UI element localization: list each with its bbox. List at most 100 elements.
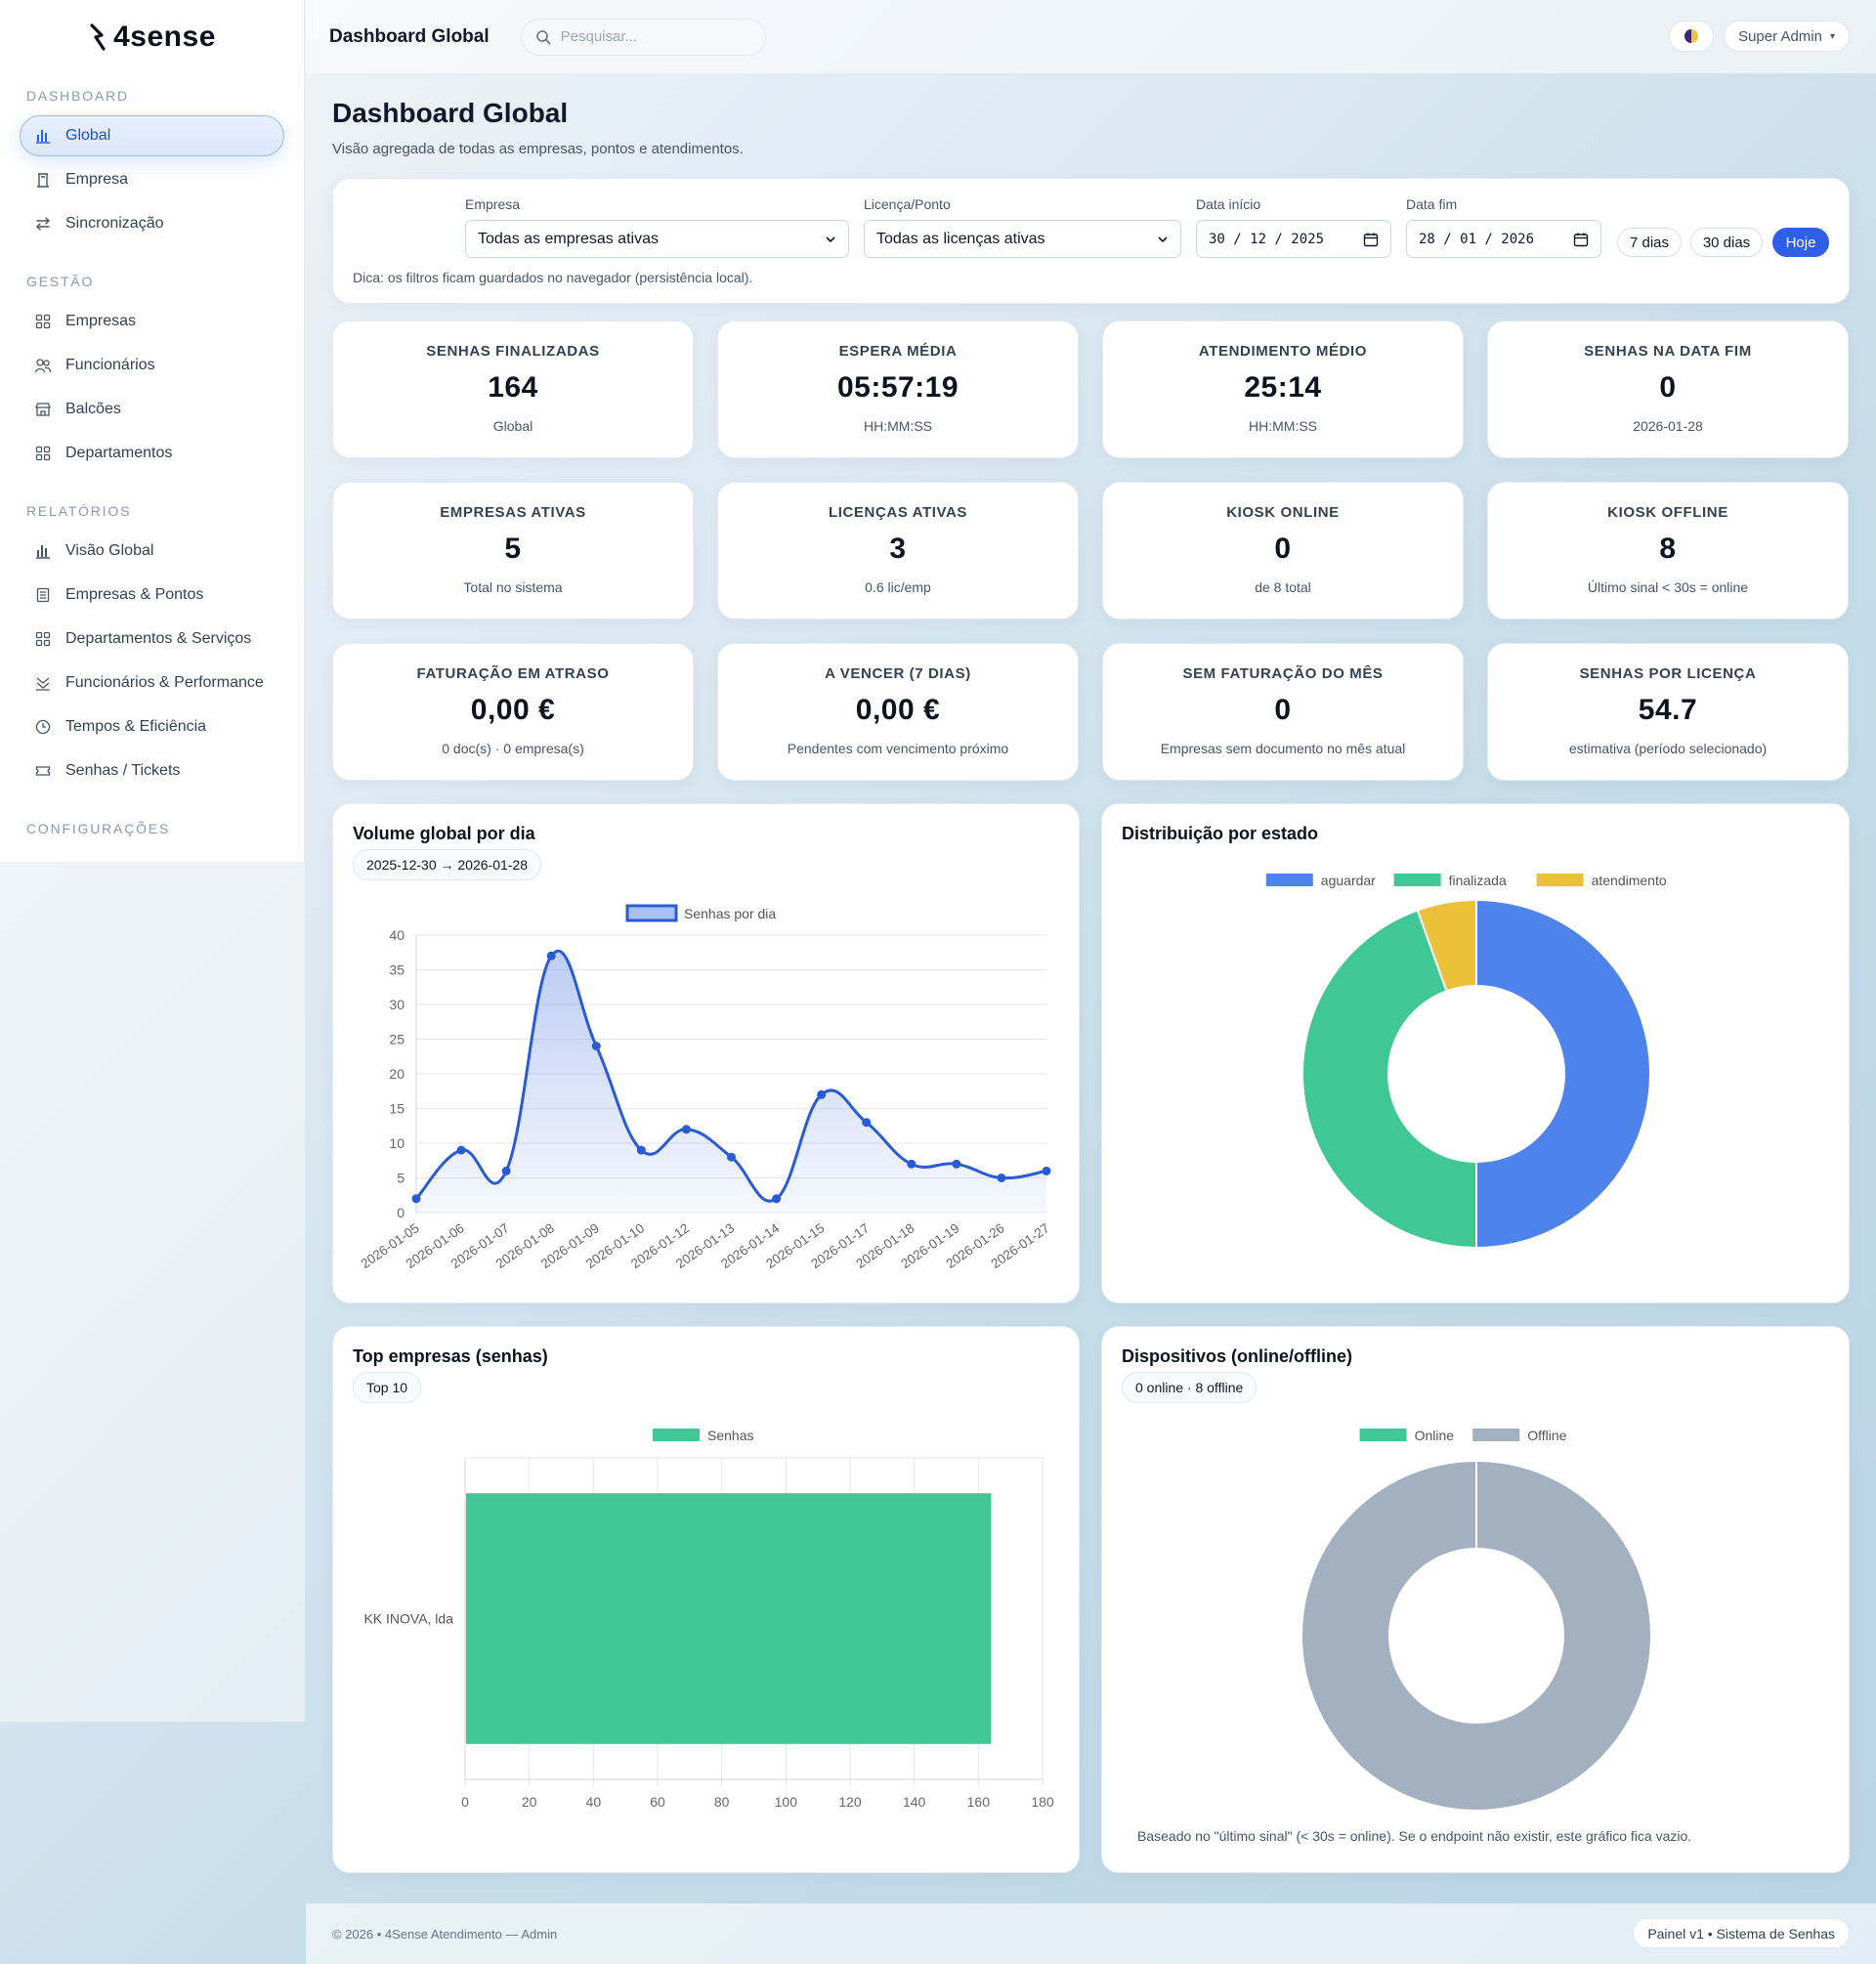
dispositivos-note: Baseado no "último sinal" (< 30s = onlin…: [1137, 1828, 1692, 1844]
x-tick-label: 180: [1031, 1794, 1054, 1810]
sidebar-section-title: RELATÓRIOS: [26, 503, 132, 519]
data-point: [546, 951, 556, 961]
bar-chart-icon: [34, 127, 52, 145]
sidebar-item-tempos-eficiencia[interactable]: Tempos & Eficiência: [20, 706, 284, 747]
range-7-dias-button[interactable]: 7 dias: [1617, 228, 1682, 257]
sidebar-section-title: DASHBOARD: [26, 88, 129, 104]
performance-icon: [34, 674, 52, 692]
kpi-value: 0: [1274, 533, 1292, 565]
y-tick-label: 0: [397, 1205, 405, 1220]
kpi-card: SENHAS POR LICENÇA 54.7 estimativa (períod…: [1487, 643, 1849, 781]
licenca-select[interactable]: Todas as licenças ativas: [864, 220, 1181, 258]
top-empresas-bar-chart: 0 20 40 60 80 100 120 140 160 180 Senhas KK INOVA, …: [363, 1428, 1054, 1810]
legend-label: aguardar: [1321, 873, 1376, 888]
kpi-value: 164: [488, 371, 538, 404]
sidebar-item-empresa[interactable]: Empresa: [20, 159, 284, 200]
kpi-card: SENHAS FINALIZADAS 164 Global: [332, 320, 694, 458]
sync-arrows-icon: [34, 215, 52, 233]
data-inicio-label: Data início: [1196, 196, 1261, 212]
legend-label: Senhas: [707, 1428, 753, 1443]
theme-icon: [1684, 29, 1699, 43]
sidebar-item-global[interactable]: Global: [20, 115, 284, 156]
data-point: [817, 1089, 827, 1099]
data-inicio-input[interactable]: 30 / 12 / 2025: [1196, 220, 1391, 258]
top-badge: Top 10: [353, 1372, 422, 1403]
calendar-icon[interactable]: [1573, 232, 1589, 247]
grid-icon: [34, 313, 52, 330]
sidebar-item-senhas-tickets[interactable]: Senhas / Tickets: [20, 750, 284, 791]
sidebar-item-empresas-pontos[interactable]: Empresas & Pontos: [20, 575, 284, 616]
sidebar-item-label: Funcionários: [65, 357, 155, 373]
kpi-card: LICENÇAS ATIVAS 3 0.6 lic/emp: [717, 482, 1079, 619]
brand-name: 4sense: [113, 21, 216, 53]
top-empresas-panel: 0 20 40 60 80 100 120 140 160 180 Senhas KK INOVA, …: [332, 1326, 1080, 1873]
sidebar-section-title: GESTÃO: [26, 274, 95, 289]
kpi-value: 05:57:19: [836, 371, 959, 404]
kpi-label: KIOSK ONLINE: [1226, 504, 1340, 521]
kpi-value: 0,00 €: [470, 694, 556, 726]
x-tick-label: 140: [903, 1794, 926, 1810]
pie-slice: [1475, 898, 1651, 1250]
dispositivos-title: Dispositivos (online/offline): [1122, 1346, 1353, 1366]
kpi-label: ESPERA MÉDIA: [838, 343, 958, 360]
kpi-subtext: Pendentes com vencimento próximo: [787, 741, 1009, 756]
clock-icon: [34, 718, 52, 736]
sidebar-item-label: Global: [65, 127, 111, 144]
sidebar-item-balcoes[interactable]: Balcões: [20, 389, 284, 430]
sidebar-item-departamentos[interactable]: Departamentos: [20, 433, 284, 474]
estado-panel: aguardar finalizada atendimento Distribuiç…: [1101, 803, 1850, 1303]
kpi-card: ATENDIMENTO MÉDIO 25:14 HH:MM:SS: [1102, 320, 1464, 458]
data-fim-input[interactable]: 28 / 01 / 2026: [1406, 220, 1601, 258]
sidebar-item-label: Empresas: [65, 313, 137, 329]
grid-icon: [34, 445, 52, 462]
kpi-subtext: Global: [492, 418, 533, 434]
sidebar-item-visao-global[interactable]: Visão Global: [20, 531, 284, 572]
licenca-select-value: Todas as licenças ativas: [876, 230, 1045, 247]
data-point: [727, 1152, 736, 1162]
estado-title: Distribuição por estado: [1122, 824, 1319, 843]
data-point: [1042, 1166, 1051, 1175]
empresa-select-value: Todas as empresas ativas: [478, 230, 659, 247]
data-point: [591, 1042, 601, 1051]
empresa-label: Empresa: [465, 196, 521, 212]
range-30-dias-button[interactable]: 30 dias: [1690, 228, 1763, 257]
theme-toggle-button[interactable]: [1669, 21, 1715, 52]
brand-logo[interactable]: 4sense: [0, 0, 304, 74]
users-icon: [34, 357, 52, 374]
search-input[interactable]: Pesquisar...: [520, 18, 766, 56]
sidebar-item-departamentos-servicos[interactable]: Departamentos & Serviços: [20, 619, 284, 660]
pie-slice: [1416, 898, 1477, 993]
kpi-card: FATURAÇÃO EM ATRASO 0,00 € 0 doc(s) · 0 em…: [332, 643, 694, 781]
estado-donut-chart: aguardar finalizada atendimento: [1265, 873, 1667, 1250]
kpi-subtext: 0.6 lic/emp: [865, 579, 931, 595]
sidebar-item-funcionarios-performance[interactable]: Funcionários & Performance: [20, 662, 284, 704]
sidebar-item-sincronizacao[interactable]: Sincronização: [20, 203, 284, 244]
legend-label: finalizada: [1449, 873, 1507, 888]
legend-swatch: [625, 904, 678, 922]
legend-label: Online: [1415, 1428, 1455, 1443]
data-point: [862, 1118, 872, 1128]
data-point: [952, 1159, 961, 1169]
sidebar-item-empresas[interactable]: Empresas: [20, 301, 284, 342]
kpi-card: SEM FATURAÇÃO DO MÊS 0 Empresas sem docume…: [1102, 643, 1464, 781]
calendar-icon[interactable]: [1363, 232, 1379, 247]
sidebar-item-label: Sincronização: [65, 215, 164, 232]
kpi-value: 54.7: [1638, 694, 1698, 726]
sidebar-item-funcionarios[interactable]: Funcionários: [20, 345, 284, 386]
empresa-select[interactable]: Todas as empresas ativas: [465, 220, 849, 258]
legend-swatch: [1472, 1429, 1520, 1441]
kpi-label: ATENDIMENTO MÉDIO: [1198, 343, 1368, 360]
sidebar-item-label: Visão Global: [65, 542, 154, 559]
sidebar-item-label: Empresas & Pontos: [65, 586, 204, 603]
bar: [466, 1493, 992, 1744]
user-menu-button[interactable]: Super Admin ▾: [1724, 21, 1850, 52]
range-hoje-button[interactable]: Hoje: [1772, 228, 1829, 257]
y-tick-label: 30: [389, 997, 405, 1012]
data-fim-value: 28 / 01 / 2026: [1419, 231, 1535, 247]
y-tick-label: 35: [389, 962, 405, 978]
sidebar-item-label: Funcionários & Performance: [65, 674, 264, 691]
x-tick-label: 60: [650, 1794, 665, 1810]
user-name: Super Admin: [1738, 27, 1822, 45]
search-icon: [535, 29, 550, 44]
footer: © 2026 • 4Sense Atendimento — Admin Pain…: [306, 1903, 1876, 1964]
